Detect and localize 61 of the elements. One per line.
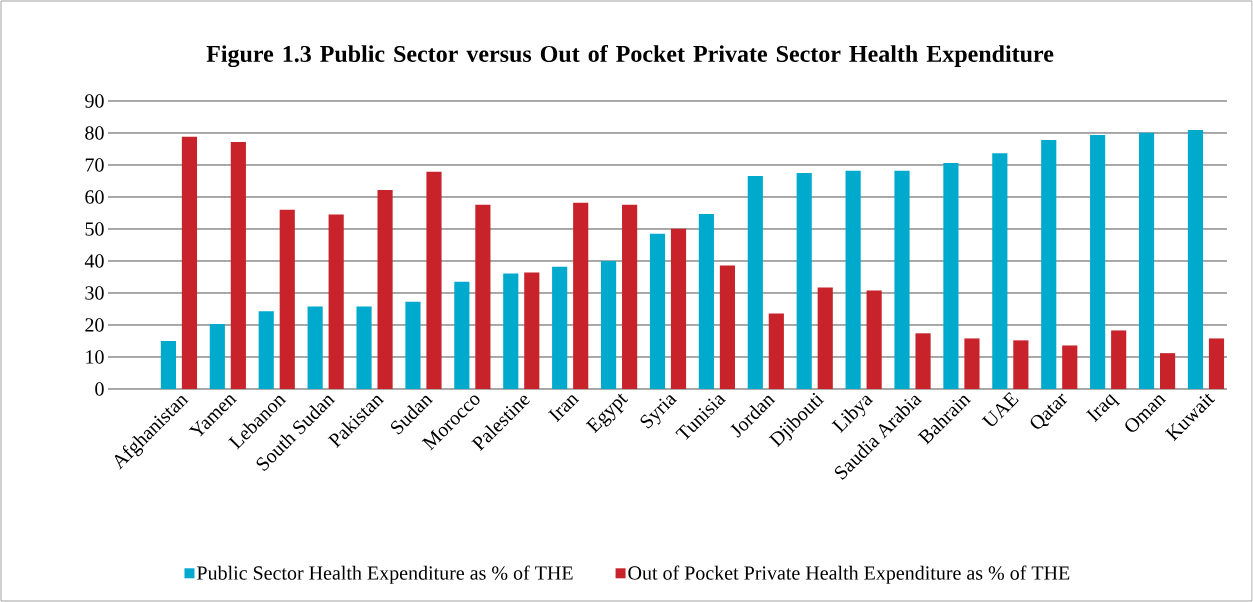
bar [670, 228, 687, 389]
bar [747, 175, 763, 389]
y-tick-label: 50 [85, 222, 104, 236]
bar [894, 170, 910, 389]
bar [573, 202, 589, 389]
bar [475, 204, 491, 389]
y-tick-label: 0 [95, 382, 104, 396]
bar [377, 189, 393, 389]
bar [307, 306, 323, 389]
bar [992, 153, 1008, 389]
bar [719, 265, 735, 389]
bar [209, 324, 225, 389]
bar [1111, 330, 1127, 389]
y-tick-label: 90 [85, 94, 104, 108]
chart-title: Figure 1.3 Public Sector versus Out of Pocket Private Sector Health Expenditure [206, 44, 1054, 68]
y-tick-label: 80 [85, 126, 104, 140]
bar [768, 313, 784, 389]
y-tick-label: 10 [86, 350, 104, 364]
bar [943, 163, 959, 389]
y-tick-label: 30 [85, 286, 104, 300]
x-tick-label: UAE [981, 392, 1019, 426]
bar [866, 290, 882, 389]
x-tick-label: Iran [547, 395, 580, 423]
legend-label: Public Sector Health Expenditure as % of THE [197, 565, 573, 584]
bar [817, 287, 833, 389]
bar [258, 311, 274, 389]
bar [230, 141, 246, 389]
bar [1138, 132, 1155, 389]
bar [1062, 345, 1078, 389]
bar [796, 173, 812, 389]
bar [279, 209, 295, 389]
bar [356, 306, 372, 389]
bar [622, 204, 638, 389]
bar [328, 214, 344, 389]
bar [426, 171, 442, 389]
bar [552, 266, 568, 389]
legend-label: Out of Pocket Private Health Expenditure as % of THE [628, 565, 1070, 584]
x-tick-label: Iraq [1085, 394, 1121, 423]
y-tick-label: 40 [84, 254, 104, 268]
bar [915, 333, 931, 389]
bar [1160, 353, 1176, 389]
x-tick-label: Syria [640, 395, 678, 429]
bar [454, 281, 470, 389]
bar [160, 340, 176, 389]
bar [1090, 134, 1106, 389]
bar [649, 233, 666, 389]
y-tick-label: 20 [85, 318, 104, 332]
bar [601, 260, 617, 389]
y-tick-label: 60 [85, 190, 104, 204]
bar [181, 136, 198, 389]
bar [1013, 340, 1029, 389]
bar [503, 273, 519, 389]
y-tick-label: 70 [85, 158, 104, 172]
bar [1041, 140, 1057, 389]
bar [1187, 130, 1204, 389]
bar [1208, 338, 1225, 389]
bar [524, 272, 540, 389]
bar [698, 213, 714, 389]
bar [964, 338, 980, 389]
bar [405, 301, 421, 389]
bar [845, 170, 861, 389]
